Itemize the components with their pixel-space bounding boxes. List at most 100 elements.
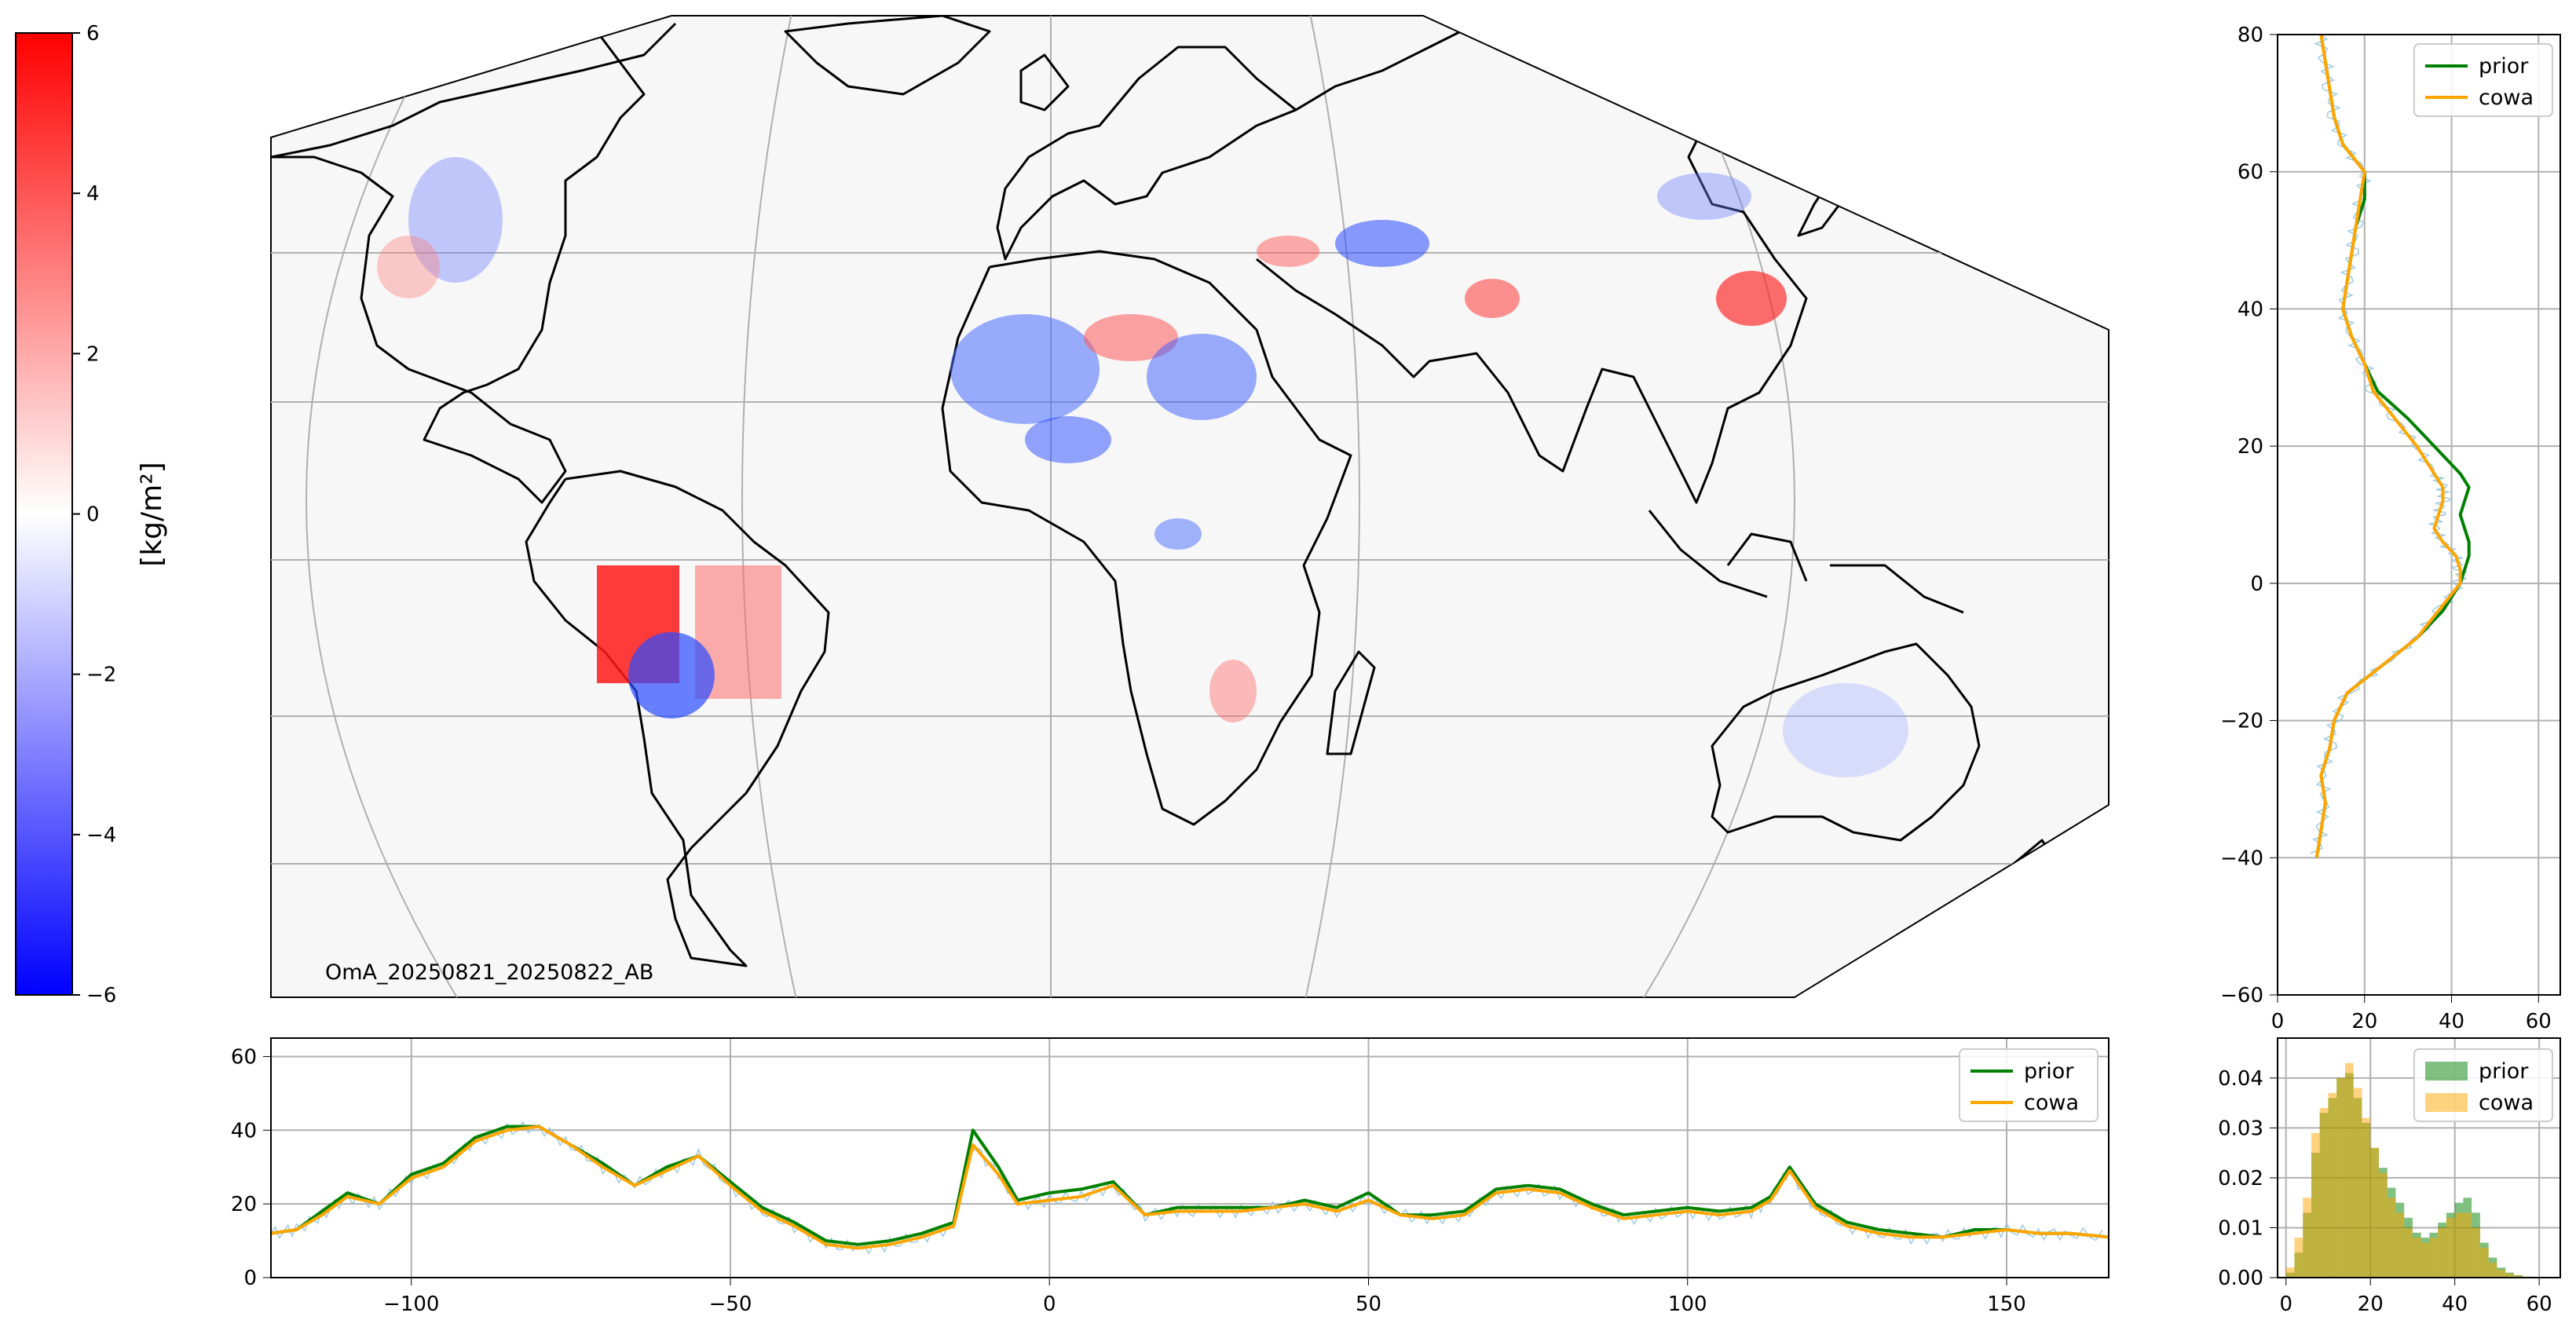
y-tick-label: −20 xyxy=(2220,710,2263,733)
colorbar-tick-label: −6 xyxy=(86,984,116,1007)
map-panel: OmA_20250821_20250822_AB xyxy=(270,15,2109,998)
legend-label-prior: prior xyxy=(2479,54,2529,79)
y-tick-label: 0.01 xyxy=(2218,1216,2263,1240)
x-tick-label: 20 xyxy=(2351,1010,2377,1033)
y-tick-label: 40 xyxy=(2238,298,2263,321)
bar-cowa xyxy=(2404,1227,2413,1278)
coast-madagascar xyxy=(1326,650,1376,755)
bar-cowa xyxy=(2429,1238,2439,1278)
map-annotation: OmA_20250821_20250822_AB xyxy=(325,960,653,985)
axes-frame xyxy=(2277,34,2561,996)
coast-africa xyxy=(941,250,1352,826)
plot-area xyxy=(271,1038,2109,1278)
colorbar-tick-label: −4 xyxy=(86,824,116,847)
coast-europe xyxy=(996,46,1297,261)
colorbar-tick-label: 4 xyxy=(86,182,100,206)
x-tick-label: 40 xyxy=(2439,1010,2464,1033)
bar-cowa xyxy=(2412,1238,2421,1278)
colorbar-tick-label: 0 xyxy=(86,503,100,527)
y-tick-label: 60 xyxy=(2238,161,2263,185)
coast-asia xyxy=(1256,22,1886,504)
x-tick-label: 60 xyxy=(2527,1293,2552,1316)
x-tick-label: 0 xyxy=(2279,1293,2292,1316)
bar-cowa xyxy=(2472,1227,2480,1278)
map-anomalies xyxy=(377,157,1908,777)
series-cowa xyxy=(2314,35,2462,858)
x-tick-label: 60 xyxy=(2526,1010,2552,1033)
bar-cowa xyxy=(2438,1227,2446,1278)
y-tick-label: 0.02 xyxy=(2218,1167,2263,1190)
coast-south-america xyxy=(525,470,830,967)
y-tick-label: 20 xyxy=(2238,435,2263,459)
bar-cowa xyxy=(2378,1172,2388,1278)
bar-cowa xyxy=(2362,1117,2371,1278)
x-tick-label: −50 xyxy=(709,1293,752,1316)
bar-cowa xyxy=(2294,1238,2303,1278)
axes-frame xyxy=(2277,1037,2561,1278)
bar-cowa xyxy=(2303,1198,2311,1278)
x-tick-label: −100 xyxy=(383,1293,439,1316)
bar-cowa xyxy=(2353,1088,2362,1278)
bar-cowa xyxy=(2319,1107,2329,1278)
map-coastlines xyxy=(271,16,2059,967)
colorbar-tick-label: 2 xyxy=(86,342,100,366)
y-tick-label: 0 xyxy=(2250,572,2263,596)
histogram-chart: 0 20 40 60 0.00 0.01 0.02 0.03 0.04 prior cowa xyxy=(2218,1037,2561,1316)
y-tick-label: −60 xyxy=(2220,984,2263,1007)
x-tick-label: 0 xyxy=(1043,1293,1056,1316)
y-tick-label: 80 xyxy=(2238,24,2263,47)
colorbar-label: [kg/m²] xyxy=(136,462,168,566)
bar-cowa xyxy=(2387,1198,2396,1278)
x-tick-label: 50 xyxy=(1356,1293,1381,1316)
y-tick-label: 0.00 xyxy=(2218,1267,2263,1290)
legend-label-cowa: cowa xyxy=(2024,1091,2079,1115)
coast-north-america xyxy=(271,22,677,504)
x-tick-label: 20 xyxy=(2358,1293,2384,1316)
y-tick-label: 0.03 xyxy=(2218,1117,2263,1140)
bar-cowa xyxy=(2311,1132,2320,1278)
x-tick-label: 0 xyxy=(2271,1010,2285,1033)
colorbar-ticks: 6 4 2 0 −2 −4 −6 xyxy=(72,22,116,1007)
bar-cowa xyxy=(2454,1212,2464,1278)
y-tick-label: 0.04 xyxy=(2218,1067,2263,1091)
bar-cowa xyxy=(2446,1217,2455,1278)
colorbar-tick-label: 6 xyxy=(86,22,100,46)
coast-greenland xyxy=(784,16,991,96)
bar-cowa xyxy=(2420,1242,2430,1278)
bar-cowa xyxy=(2285,1267,2295,1278)
legend-swatch-cowa xyxy=(2425,1093,2468,1112)
map-content xyxy=(271,16,2109,997)
bar-cowa xyxy=(2488,1262,2497,1278)
lon-profile-chart: −100 −50 0 50 100 150 0 20 40 60 prior cowa xyxy=(231,1037,2109,1316)
x-tick-label: 100 xyxy=(1668,1293,1707,1316)
bar-cowa xyxy=(2395,1212,2405,1278)
colorbar: 6 4 2 0 −2 −4 −6 [kg/m²] xyxy=(15,22,168,1007)
y-tick-label: 60 xyxy=(231,1045,257,1069)
axes-frame xyxy=(270,1037,2109,1278)
bar-cowa xyxy=(2463,1212,2472,1278)
series-group xyxy=(271,1121,2109,1255)
legend-label-prior: prior xyxy=(2479,1059,2529,1084)
map-boundary xyxy=(270,15,2109,998)
legend-label-cowa: cowa xyxy=(2479,1091,2534,1115)
y-tick-label: −40 xyxy=(2220,847,2263,870)
plot-area xyxy=(2278,35,2560,995)
legend-label-prior: prior xyxy=(2024,1059,2074,1084)
bar-cowa xyxy=(2344,1062,2354,1278)
bars-group xyxy=(2285,1062,2540,1278)
series-cowa xyxy=(271,1124,2109,1250)
coast-uk xyxy=(1019,53,1070,112)
lat-profile-chart: 0 20 40 60 −60 −40 −20 0 20 40 60 80 prior cowa xyxy=(2220,24,2561,1033)
bar-cowa xyxy=(2505,1273,2514,1278)
y-tick-label: 20 xyxy=(231,1193,257,1216)
y-tick-label: 0 xyxy=(243,1267,257,1290)
x-tick-label: 150 xyxy=(1987,1293,2026,1316)
legend-label-cowa: cowa xyxy=(2479,86,2534,110)
legend-swatch-prior xyxy=(2425,1062,2468,1081)
y-tick-label: 40 xyxy=(231,1119,257,1143)
series-group xyxy=(2310,35,2471,858)
colorbar-tick-label: −2 xyxy=(86,664,116,687)
bar-cowa xyxy=(2370,1147,2379,1278)
bar-cowa xyxy=(2497,1270,2506,1278)
